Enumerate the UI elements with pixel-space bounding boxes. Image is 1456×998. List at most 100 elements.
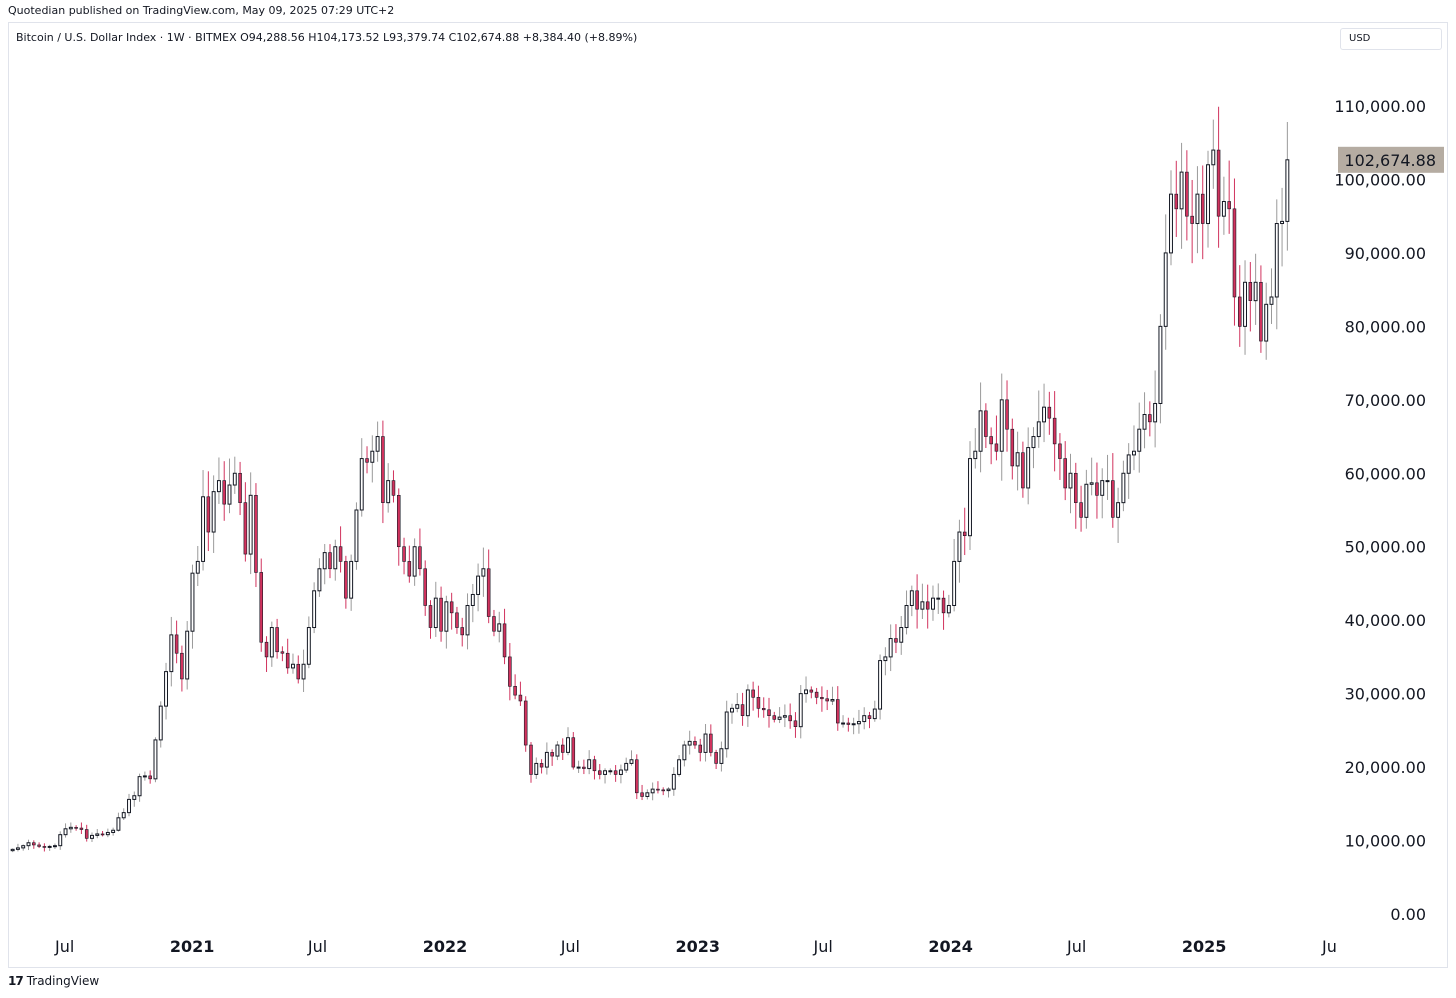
- candle-body-up: [1195, 193, 1200, 225]
- y-tick-label: 70,000.00: [1345, 391, 1426, 410]
- candle-body-up: [1068, 472, 1073, 489]
- candle-body-up: [306, 627, 311, 665]
- candle-body-down: [592, 759, 597, 772]
- y-tick-label: 10,000.00: [1345, 832, 1426, 851]
- candle-body-down: [698, 744, 703, 753]
- candle-body-down: [1095, 482, 1099, 496]
- candle-body-up: [862, 715, 867, 723]
- candle-body-up: [1153, 402, 1158, 423]
- candle-body-down: [502, 623, 507, 658]
- candle-body-up: [904, 604, 909, 629]
- candle-body-down: [1237, 296, 1242, 327]
- y-tick-label: 90,000.00: [1345, 244, 1426, 263]
- candle-body-down: [788, 715, 792, 722]
- candle-body-up: [116, 817, 121, 831]
- candle-body-up: [333, 546, 338, 570]
- candle-body-up: [1169, 193, 1173, 254]
- candle-body-up: [687, 740, 692, 746]
- candle-body-up: [671, 773, 676, 790]
- candle-body-down: [1052, 417, 1057, 445]
- candle-body-up: [952, 560, 957, 606]
- footer-brand[interactable]: 17 TradingView: [8, 974, 99, 988]
- candle-body-down: [1185, 171, 1189, 217]
- x-tick-label: Jul: [307, 937, 327, 956]
- candle-body-down: [460, 627, 464, 636]
- candle-body-up: [68, 826, 73, 830]
- candle-body-down: [174, 634, 179, 654]
- candle-body-up: [354, 509, 359, 562]
- candle-body-up: [1100, 480, 1105, 496]
- candle-body-up: [375, 436, 380, 452]
- candle-body-up: [1158, 325, 1163, 404]
- candle-body-up: [433, 597, 438, 629]
- currency-selector[interactable]: USD: [1340, 28, 1442, 50]
- candle-body-down: [814, 691, 819, 698]
- candle-body-down: [1232, 208, 1237, 298]
- candle-body-up: [973, 450, 978, 460]
- candle-body-up: [872, 708, 877, 720]
- candle-body-down: [439, 597, 443, 632]
- candle-body-up: [968, 458, 972, 537]
- candle-body-down: [867, 715, 872, 719]
- candle-body-down: [613, 770, 618, 775]
- candle-body-down: [550, 752, 554, 757]
- candle-body-down: [1200, 193, 1205, 224]
- candle-body-up: [936, 597, 941, 600]
- candle-body-down: [984, 410, 988, 437]
- y-tick-label: 30,000.00: [1345, 685, 1426, 704]
- candle-body-up: [682, 744, 687, 761]
- y-tick-label: 20,000.00: [1345, 758, 1426, 777]
- candle-body-up: [544, 751, 549, 768]
- y-tick-label: 100,000.00: [1334, 170, 1426, 189]
- candle-body-up: [608, 770, 613, 773]
- candle-body-down: [296, 663, 301, 680]
- candle-body-down: [259, 572, 263, 643]
- candle-body-up: [777, 716, 782, 720]
- last-price-label: 102,674.88: [1344, 151, 1436, 170]
- candle-body-up: [90, 834, 94, 839]
- candle-body-down: [449, 601, 454, 614]
- candle-body-up: [719, 748, 724, 764]
- candle-body-up: [909, 590, 914, 606]
- x-tick-label: Ju: [1321, 937, 1337, 956]
- candle-body-down: [941, 597, 946, 614]
- candle-body-down: [915, 590, 919, 610]
- candle-body-up: [105, 831, 110, 836]
- candle-body-up: [566, 737, 570, 753]
- candle-body-down: [402, 546, 406, 562]
- x-tick-label: Jul: [1066, 937, 1086, 956]
- candle-body-up: [269, 627, 274, 658]
- candle-body-up: [677, 759, 682, 775]
- candle-body-up: [1253, 281, 1258, 302]
- candle-body-up: [1285, 159, 1290, 222]
- candle-body-down: [767, 709, 771, 716]
- candle-body-up: [1036, 421, 1041, 438]
- candle-body-up: [53, 845, 57, 848]
- candle-body-up: [624, 762, 629, 771]
- candle-body-down: [1190, 215, 1194, 224]
- candle-body-down: [222, 480, 226, 505]
- candle-body-down: [338, 546, 343, 562]
- chart-frame: [8, 22, 1448, 968]
- candle-body-down: [582, 766, 586, 769]
- candle-body-up: [195, 560, 200, 574]
- candle-body-down: [254, 495, 258, 573]
- candle-body-up: [946, 604, 951, 614]
- candle-body-up: [1142, 414, 1147, 430]
- candle-body-up: [1179, 171, 1184, 210]
- candle-body-down: [635, 759, 639, 794]
- candle-body-up: [645, 792, 650, 797]
- candle-body-up: [724, 711, 729, 750]
- candle-body-up: [476, 575, 481, 595]
- candles-layer: [10, 106, 1290, 853]
- candle-body-up: [1089, 482, 1094, 485]
- x-tick-label: 2022: [423, 937, 468, 956]
- candle-body-up: [95, 833, 100, 836]
- candle-body-up: [841, 722, 846, 725]
- candle-body-down: [428, 605, 433, 628]
- candle-body-up: [153, 739, 158, 780]
- candle-body-down: [238, 472, 242, 503]
- candle-body-up: [1264, 303, 1269, 342]
- candle-body-up: [1084, 483, 1089, 518]
